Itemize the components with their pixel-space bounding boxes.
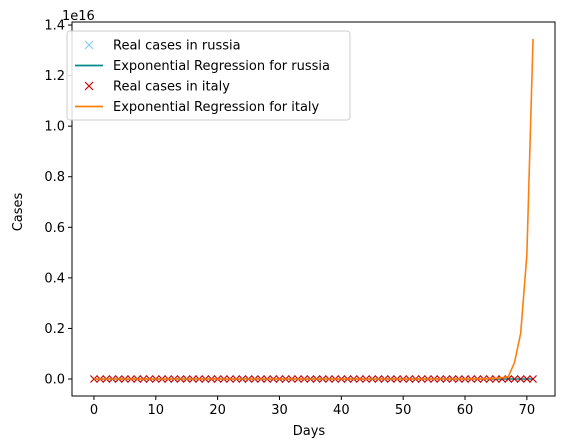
x-tick-label: 10 bbox=[148, 403, 165, 418]
y-tick-label: 0.0 bbox=[44, 373, 65, 388]
legend-label: Exponential Regression for russia bbox=[113, 59, 330, 74]
legend-box bbox=[66, 30, 351, 121]
series-line-3 bbox=[93, 38, 534, 380]
y-tick-label: 1.0 bbox=[44, 120, 65, 135]
x-tick-label: 60 bbox=[457, 403, 474, 418]
y-axis-label: Cases bbox=[11, 192, 26, 231]
x-tick-label: 20 bbox=[209, 403, 226, 418]
legend-label: Real cases in italy bbox=[113, 80, 230, 95]
y-tick-label: 1.4 bbox=[44, 19, 65, 34]
plot-frame bbox=[71, 21, 556, 397]
y-offset-label: 1e16 bbox=[62, 9, 95, 24]
legend-marker-swatch bbox=[84, 40, 94, 50]
y-tick-label: 0.2 bbox=[44, 322, 65, 337]
legend-label: Exponential Regression for italy bbox=[113, 100, 320, 115]
legend-item: Exponential Regression for italy bbox=[75, 100, 320, 115]
legend: Real cases in russia Exponential Regressi… bbox=[66, 30, 351, 121]
y-tick-label: 1.2 bbox=[44, 69, 65, 84]
legend-item: Real cases in italy bbox=[84, 80, 230, 95]
y-tick-label: 0.8 bbox=[44, 170, 65, 185]
x-tick-label: 50 bbox=[395, 403, 412, 418]
data-point bbox=[510, 375, 519, 383]
x-tick-label: 0 bbox=[90, 403, 98, 418]
legend-label: Real cases in russia bbox=[113, 39, 241, 54]
legend-item: Real cases in russia bbox=[84, 39, 241, 54]
x-tick-label: 30 bbox=[271, 403, 288, 418]
axes: 0 10 20 30 40 50 60 70 0.0 0.2 0.4 0.6 0.8 1.0 1.2 1.4 bbox=[44, 19, 556, 418]
x-tick-label: 40 bbox=[333, 403, 350, 418]
y-tick-label: 0.6 bbox=[44, 221, 65, 236]
y-tick-label: 0.4 bbox=[44, 271, 65, 286]
data-point bbox=[522, 375, 531, 383]
plot-area bbox=[90, 38, 537, 383]
legend-item: Exponential Regression for russia bbox=[75, 59, 330, 74]
x-axis-label: Days bbox=[293, 424, 326, 439]
data-point bbox=[529, 375, 537, 383]
data-point bbox=[516, 375, 525, 383]
x-tick-label: 70 bbox=[519, 403, 536, 418]
legend-marker-swatch bbox=[84, 81, 94, 91]
